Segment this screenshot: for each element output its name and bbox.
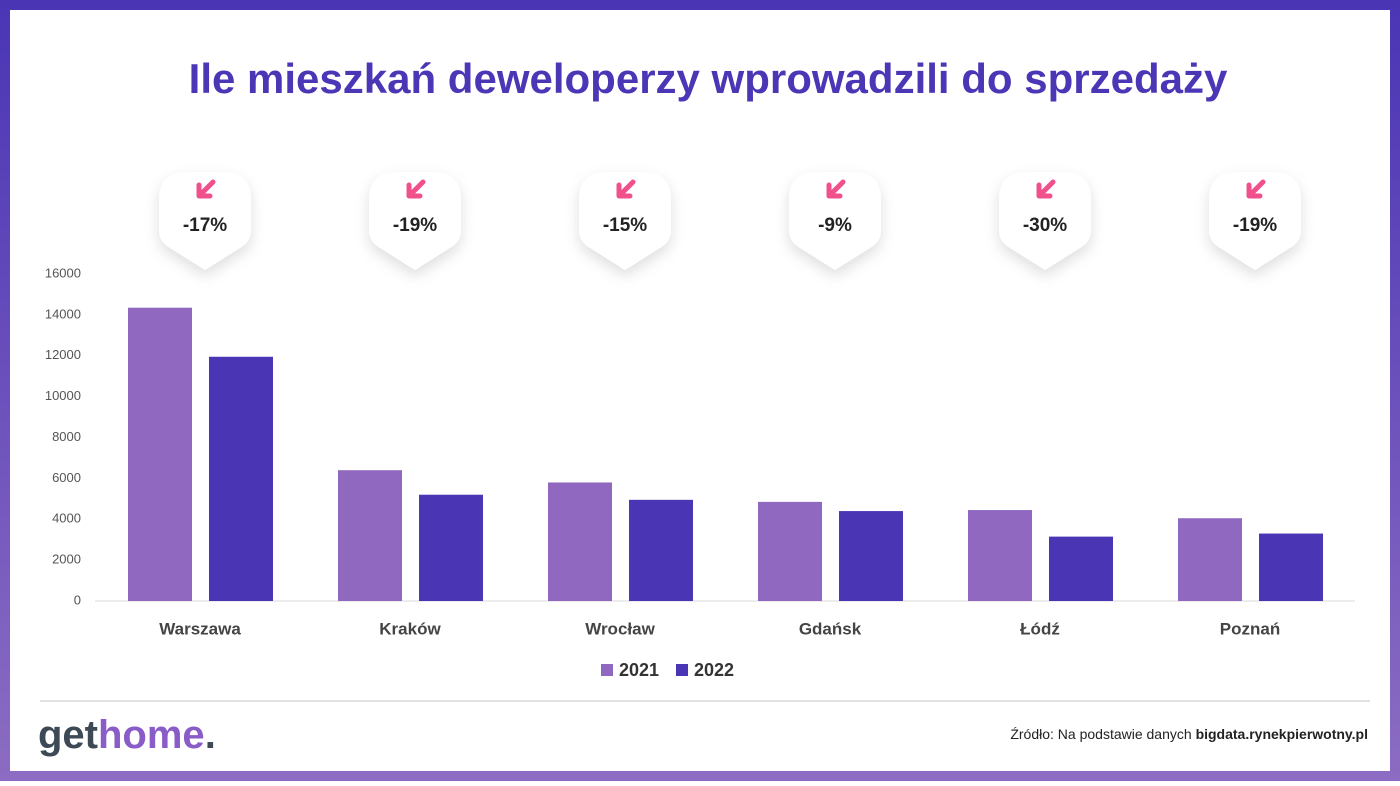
x-tick-label: Łódź [1020, 619, 1060, 638]
arrow-icon [196, 179, 216, 199]
legend-swatch [676, 664, 688, 676]
bar [209, 356, 273, 601]
bubble [1209, 172, 1301, 270]
legend-swatch [601, 664, 613, 676]
bubble [159, 172, 251, 270]
x-tick-label: Poznań [1220, 619, 1280, 638]
y-tick-label: 8000 [52, 429, 81, 444]
y-tick-label: 2000 [52, 552, 81, 567]
chart-title: Ile mieszkań deweloperzy wprowadzili do … [189, 55, 1228, 102]
bar [1259, 533, 1323, 601]
bubble [369, 172, 461, 270]
source-text: Źródło: Na podstawie danych [1010, 726, 1195, 742]
bubble [789, 172, 881, 270]
bar [839, 511, 903, 601]
arrow-icon [826, 179, 846, 199]
change-label: -15% [603, 215, 647, 236]
arrow-icon [1246, 179, 1266, 199]
bar [1049, 536, 1113, 601]
bar [968, 510, 1032, 601]
y-tick-label: 6000 [52, 470, 81, 485]
change-label: -19% [393, 215, 437, 236]
logo-part: get [38, 713, 98, 757]
arrow-icon [616, 179, 636, 199]
y-tick-label: 16000 [45, 265, 81, 280]
legend-label: 2021 [619, 660, 659, 680]
change-label: -17% [183, 215, 227, 236]
bubble [999, 172, 1091, 270]
x-tick-label: Gdańsk [799, 619, 862, 638]
legend-label: 2022 [694, 660, 734, 680]
bar [758, 501, 822, 601]
bar [419, 494, 483, 601]
x-tick-label: Kraków [379, 619, 441, 638]
y-tick-label: 4000 [52, 511, 81, 526]
y-tick-label: 10000 [45, 388, 81, 403]
arrow-icon [1036, 179, 1056, 199]
bar [338, 470, 402, 601]
source: Źródło: Na podstawie danych bigdata.ryne… [1010, 726, 1368, 742]
logo-part: . [205, 713, 216, 757]
bar [629, 499, 693, 601]
x-tick-label: Warszawa [159, 619, 241, 638]
change-label: -19% [1233, 215, 1277, 236]
bubble [579, 172, 671, 270]
arrow-icon [406, 179, 426, 199]
bar [1178, 518, 1242, 601]
change-label: -30% [1023, 215, 1067, 236]
source-link: bigdata.rynekpierwotny.pl [1196, 726, 1368, 742]
logo: gethome. [38, 713, 216, 757]
y-tick-label: 14000 [45, 306, 81, 321]
x-tick-label: Wrocław [585, 619, 655, 638]
y-tick-label: 0 [74, 592, 81, 607]
logo-part: home [98, 713, 205, 757]
y-tick-label: 12000 [45, 347, 81, 362]
bar [548, 482, 612, 601]
change-label: -9% [818, 215, 852, 236]
bar [128, 307, 192, 601]
